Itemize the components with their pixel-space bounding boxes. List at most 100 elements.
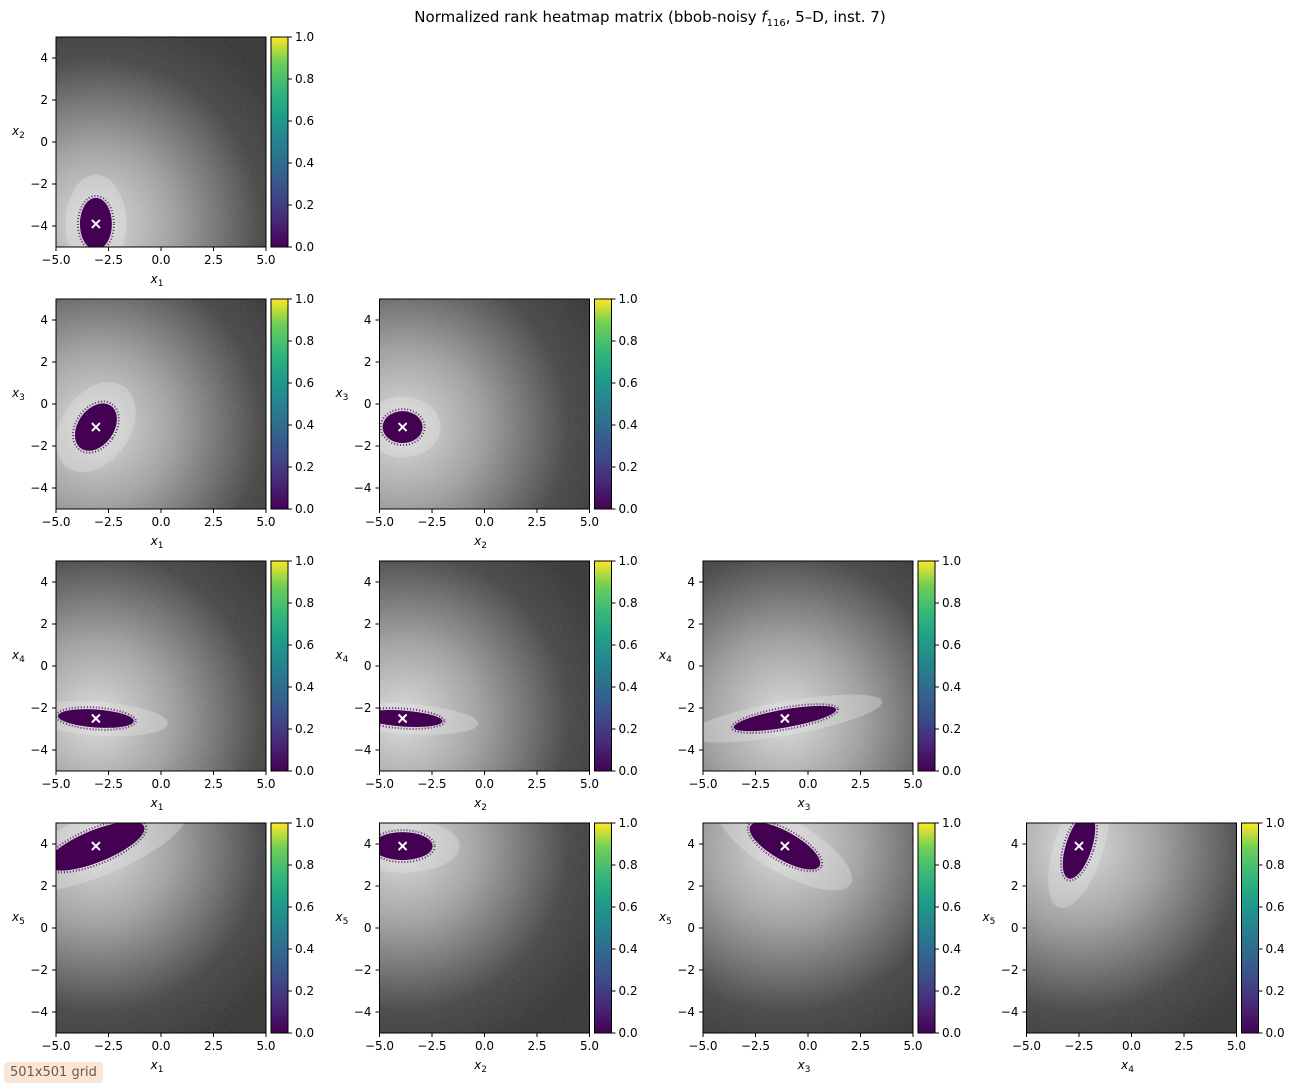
x-tick-label: 5.0 xyxy=(256,515,275,529)
heatmap-panel-4-5: −5.0 −2.5 0.0 2.5 5.0 −4 −2 0 2 4 x4 x5 0.0 0.2 0.4 0.6… xyxy=(982,816,1285,1075)
x-tick-label: −5.0 xyxy=(365,515,394,529)
x-axis-label: x2 xyxy=(473,534,487,551)
colorbar-tick-label: 0.4 xyxy=(295,156,314,170)
colorbar xyxy=(270,298,289,510)
x-tick-label: 0.0 xyxy=(151,515,170,529)
y-tick-label: 0 xyxy=(364,921,372,935)
y-tick-label: −2 xyxy=(677,701,695,715)
heatmap-panel-2-5: −5.0 −2.5 0.0 2.5 5.0 −4 −2 0 2 4 x2 x5 0.0 0.2 0.4 0.6… xyxy=(335,816,638,1075)
x-tick-label: 5.0 xyxy=(903,1039,922,1053)
heatmap-noise xyxy=(703,561,913,771)
colorbar-tick-label: 0.8 xyxy=(619,596,638,610)
y-tick-label: −2 xyxy=(1001,963,1019,977)
y-tick-label: 4 xyxy=(40,575,48,589)
low-rank-fringe xyxy=(56,706,137,731)
x-tick-label: 0.0 xyxy=(475,777,494,791)
x-tick-label: −5.0 xyxy=(41,253,70,267)
y-tick-label: 2 xyxy=(687,617,695,631)
y-tick-label: 0 xyxy=(1011,921,1019,935)
grid-size-badge: 501x501 grid xyxy=(4,1062,103,1083)
x-tick-label: −5.0 xyxy=(41,777,70,791)
colorbar xyxy=(917,560,936,772)
colorbar-tick-label: 0.8 xyxy=(942,596,961,610)
y-tick-label: −4 xyxy=(30,219,48,233)
x-tick-label: 0.0 xyxy=(1122,1039,1141,1053)
colorbar-tick-label: 1.0 xyxy=(295,816,314,830)
y-tick-label: −4 xyxy=(677,1005,695,1019)
colorbar-tick-label: 0.6 xyxy=(295,638,314,652)
y-tick-label: −4 xyxy=(1001,1005,1019,1019)
colorbar-tick-label: 0.6 xyxy=(619,376,638,390)
low-rank-fringe xyxy=(746,823,824,873)
colorbar-tick-label: 0.4 xyxy=(619,680,638,694)
y-axis-label: x5 xyxy=(335,910,349,927)
y-tick-label: 2 xyxy=(40,355,48,369)
y-tick-label: 4 xyxy=(364,313,372,327)
colorbar-tick-label: 0.6 xyxy=(295,900,314,914)
colorbar-tick-label: 0.8 xyxy=(295,72,314,86)
y-axis-label: x3 xyxy=(335,386,349,403)
x-tick-label: 2.5 xyxy=(204,1039,223,1053)
colorbar-tick-label: 0.8 xyxy=(619,334,638,348)
y-tick-label: −2 xyxy=(30,177,48,191)
x-tick-label: 0.0 xyxy=(475,1039,494,1053)
y-tick-label: 2 xyxy=(40,93,48,107)
x-tick-label: 0.0 xyxy=(151,777,170,791)
y-tick-label: −2 xyxy=(354,701,372,715)
colorbar-tick-label: 0.2 xyxy=(619,722,638,736)
x-tick-label: −2.5 xyxy=(417,777,446,791)
optimum-marker xyxy=(780,713,790,724)
x-tick-label: 5.0 xyxy=(580,1039,599,1053)
y-tick-label: 0 xyxy=(364,397,372,411)
x-tick-label: 2.5 xyxy=(204,515,223,529)
colorbar-tick-label: 0.2 xyxy=(295,198,314,212)
y-tick-label: −2 xyxy=(30,963,48,977)
colorbar-tick-label: 0.0 xyxy=(1266,1026,1285,1040)
colorbar xyxy=(594,822,612,1034)
y-axis-label: x4 xyxy=(335,648,349,665)
colorbar xyxy=(1241,822,1259,1034)
optimum-marker xyxy=(91,219,101,229)
y-tick-label: 0 xyxy=(40,921,48,935)
colorbar-tick-label: 1.0 xyxy=(1266,816,1285,830)
x-tick-label: 2.5 xyxy=(527,515,546,529)
y-tick-label: 0 xyxy=(687,921,695,935)
y-tick-label: 2 xyxy=(40,879,48,893)
heatmap-noise xyxy=(56,561,266,771)
y-tick-label: −2 xyxy=(677,963,695,977)
low-rank-fringe xyxy=(71,400,120,454)
x-tick-label: −2.5 xyxy=(94,777,123,791)
colorbar-tick-label: 0.2 xyxy=(619,460,638,474)
heatmap-noise xyxy=(56,299,266,509)
y-tick-label: −2 xyxy=(354,963,372,977)
x-tick-label: 5.0 xyxy=(580,777,599,791)
x-tick-label: −5.0 xyxy=(688,1039,717,1053)
y-tick-label: 4 xyxy=(40,313,48,327)
colorbar-tick-label: 0.2 xyxy=(295,984,314,998)
colorbar-tick-label: 0.4 xyxy=(942,942,961,956)
low-rank-fringe xyxy=(379,408,426,447)
x-tick-label: 0.0 xyxy=(475,515,494,529)
x-tick-label: 5.0 xyxy=(256,253,275,267)
colorbar-tick-label: 0.2 xyxy=(619,984,638,998)
x-tick-label: 2.5 xyxy=(851,777,870,791)
x-tick-label: −5.0 xyxy=(41,515,70,529)
x-tick-label: −2.5 xyxy=(94,1039,123,1053)
x-tick-label: −2.5 xyxy=(741,777,770,791)
x-axis-label: x3 xyxy=(797,1058,811,1075)
colorbar-tick-label: 0.8 xyxy=(942,858,961,872)
chart-title: Normalized rank heatmap matrix (bbob-noi… xyxy=(414,8,886,29)
y-tick-label: 2 xyxy=(364,879,372,893)
y-tick-label: −4 xyxy=(354,1005,372,1019)
low-rank-fringe xyxy=(379,707,446,730)
y-tick-label: 2 xyxy=(687,879,695,893)
x-tick-label: 0.0 xyxy=(151,253,170,267)
colorbar-tick-label: 1.0 xyxy=(619,816,638,830)
colorbar-tick-label: 1.0 xyxy=(295,554,314,568)
heatmap-panel-3-4: −5.0 −2.5 0.0 2.5 5.0 −4 −2 0 2 4 x3 x4 0.0 0.2 0.4 0.6… xyxy=(658,554,961,813)
y-axis-label: x5 xyxy=(982,910,996,927)
heatmap-panel-2-3: −5.0 −2.5 0.0 2.5 5.0 −4 −2 0 2 4 x2 x3 0.0 0.2 0.4 0.6… xyxy=(335,292,638,551)
colorbar-tick-label: 0.8 xyxy=(295,596,314,610)
x-tick-label: 5.0 xyxy=(1227,1039,1246,1053)
